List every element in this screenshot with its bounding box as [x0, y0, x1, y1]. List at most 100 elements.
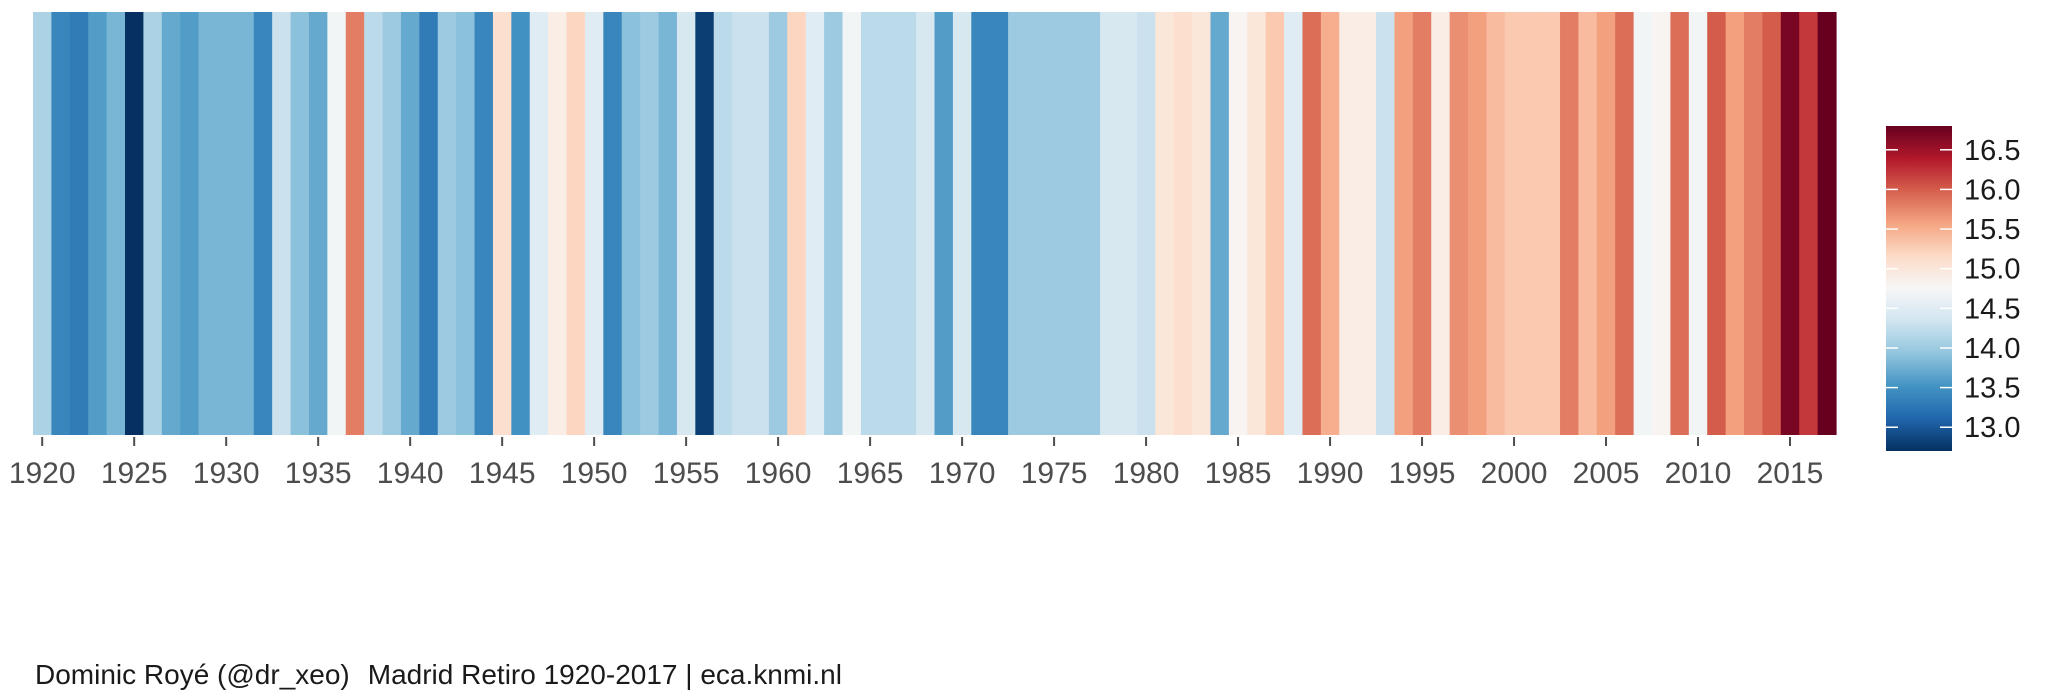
stripe-1957	[713, 12, 733, 435]
legend-tick-label-15.5: 15.5	[1964, 214, 2020, 246]
stripe-1944	[474, 12, 494, 435]
legend-tick-label-14.0: 14.0	[1964, 333, 2020, 365]
stripe-1970	[952, 12, 972, 435]
x-tick-label-2005: 2005	[1573, 457, 1640, 490]
stripe-1967	[897, 12, 917, 435]
stripe-1981	[1155, 12, 1175, 435]
stripe-1948	[548, 12, 568, 435]
x-tick-label-1925: 1925	[101, 457, 168, 490]
stripe-1980	[1136, 12, 1156, 435]
stripe-1977	[1081, 12, 1101, 435]
stripe-1928	[180, 12, 200, 435]
legend-tick-label-16.0: 16.0	[1964, 174, 2020, 206]
legend-tick-label-14.5: 14.5	[1964, 293, 2020, 325]
stripe-1955	[676, 12, 696, 435]
stripe-1950	[584, 12, 604, 435]
stripe-1929	[198, 12, 218, 435]
stripe-1920	[33, 12, 52, 435]
stripe-2009	[1670, 12, 1690, 435]
stripe-1954	[658, 12, 678, 435]
x-tick-label-2000: 2000	[1481, 457, 1548, 490]
x-tick-label-1965: 1965	[837, 457, 904, 490]
stripe-1925	[124, 12, 144, 435]
x-tick-label-1975: 1975	[1021, 457, 1088, 490]
stripe-1945	[492, 12, 512, 435]
x-tick-label-1940: 1940	[377, 457, 444, 490]
stripe-2003	[1560, 12, 1580, 435]
x-tick-label-1980: 1980	[1113, 457, 1180, 490]
stripe-2008	[1652, 12, 1672, 435]
stripe-1997	[1449, 12, 1469, 435]
stripe-1927	[161, 12, 181, 435]
caption: Dominic Royé (@dr_xeo) Madrid Retiro 1920…	[35, 659, 860, 691]
stripe-1973	[1008, 12, 1028, 435]
stripe-1953	[640, 12, 660, 435]
stripe-1998	[1468, 12, 1488, 435]
stripe-1958	[732, 12, 752, 435]
stripe-1993	[1376, 12, 1396, 435]
stripe-2010	[1688, 12, 1708, 435]
stripe-2005	[1596, 12, 1616, 435]
color-legend: 13.0 13.5 14.0 14.5 15.0 15.5 16.0 16.5	[1886, 126, 2020, 451]
x-tick-label-1985: 1985	[1205, 457, 1272, 490]
stripe-1966	[879, 12, 899, 435]
stripe-1968	[916, 12, 936, 435]
stripe-1960	[768, 12, 788, 435]
stripes-area	[33, 12, 1837, 435]
x-tick-label-1935: 1935	[285, 457, 352, 490]
stripe-1988	[1284, 12, 1304, 435]
stripe-1931	[235, 12, 255, 435]
stripe-1996	[1431, 12, 1451, 435]
stripe-1943	[456, 12, 476, 435]
stripe-2012	[1725, 12, 1745, 435]
stripe-2013	[1744, 12, 1764, 435]
stripe-1982	[1173, 12, 1193, 435]
legend-tick-label-15.0: 15.0	[1964, 254, 2020, 286]
stripe-1964	[842, 12, 862, 435]
x-tick-label-1990: 1990	[1297, 457, 1364, 490]
stripe-1939	[382, 12, 402, 435]
stripe-1946	[511, 12, 531, 435]
stripe-2002	[1541, 12, 1561, 435]
stripe-2016	[1799, 12, 1819, 435]
stripe-1940	[400, 12, 420, 435]
stripe-1995	[1412, 12, 1432, 435]
stripe-1984	[1210, 12, 1230, 435]
x-tick-label-1995: 1995	[1389, 457, 1456, 490]
x-tick-label-1945: 1945	[469, 457, 536, 490]
stripe-2014	[1762, 12, 1782, 435]
caption-author: Dominic Royé (@dr_xeo)	[35, 659, 350, 690]
stripe-1978	[1100, 12, 1120, 435]
stripe-1987	[1265, 12, 1285, 435]
legend-tick-label-13.5: 13.5	[1964, 373, 2020, 405]
stripe-1956	[695, 12, 715, 435]
stripe-1976	[1063, 12, 1083, 435]
stripe-1991	[1339, 12, 1359, 435]
stripe-1949	[566, 12, 586, 435]
stripe-1937	[345, 12, 365, 435]
stripe-1923	[88, 12, 108, 435]
stripe-1930	[216, 12, 236, 435]
x-axis: 1920 1925 1930 1935 1940 1945 1950 1955 1960 1965…	[9, 437, 1824, 490]
stripe-1941	[419, 12, 439, 435]
stripe-2004	[1578, 12, 1598, 435]
stripe-1961	[787, 12, 807, 435]
stripe-1951	[603, 12, 623, 435]
stripe-1938	[364, 12, 384, 435]
stripe-1933	[272, 12, 292, 435]
x-tick-label-1970: 1970	[929, 457, 996, 490]
x-tick-label-2015: 2015	[1757, 457, 1824, 490]
stripe-2015	[1780, 12, 1800, 435]
stripe-2017	[1817, 12, 1837, 435]
stripe-1975	[1044, 12, 1064, 435]
stripe-2001	[1523, 12, 1543, 435]
x-tick-label-1920: 1920	[9, 457, 76, 490]
x-tick-label-1950: 1950	[561, 457, 628, 490]
stripe-1971	[971, 12, 991, 435]
stripe-2000	[1504, 12, 1524, 435]
stripe-1922	[69, 12, 89, 435]
legend-tick-label-13.0: 13.0	[1964, 412, 2020, 444]
stripe-1959	[750, 12, 770, 435]
stripe-1992	[1357, 12, 1377, 435]
stripe-1990	[1320, 12, 1340, 435]
